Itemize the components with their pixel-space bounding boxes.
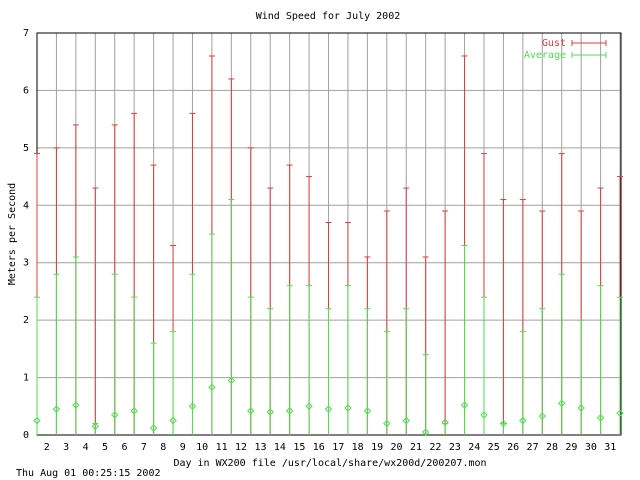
x-tick-label: 25: [488, 442, 500, 453]
x-tick-label: 16: [313, 442, 325, 453]
average-marker: [383, 419, 391, 428]
x-tick-label: 30: [585, 442, 597, 453]
average-marker: [227, 376, 236, 385]
x-tick-label: 13: [254, 442, 266, 453]
x-tick-label: 22: [429, 442, 441, 453]
average-marker: [188, 402, 197, 410]
average-marker: [130, 407, 138, 415]
y-tick-label: 4: [23, 200, 29, 211]
x-tick-label: 27: [527, 442, 539, 453]
average-marker: [305, 402, 313, 410]
x-tick-label: 28: [546, 442, 558, 453]
average-marker: [33, 416, 41, 425]
x-tick-label: 6: [121, 442, 127, 453]
average-marker: [519, 416, 527, 425]
y-axis-label: Meters per Second: [7, 183, 18, 285]
x-tick-label: 26: [507, 442, 519, 453]
y-tick-label: 6: [23, 85, 29, 96]
average-marker: [596, 414, 605, 422]
average-marker: [149, 424, 158, 432]
x-tick-label: 21: [410, 442, 422, 453]
x-tick-label: 4: [83, 442, 89, 453]
average-marker: [169, 416, 177, 425]
x-tick-label: 3: [63, 442, 69, 453]
x-tick-label: 15: [293, 442, 305, 453]
average-marker: [558, 399, 566, 408]
average-marker: [344, 404, 352, 412]
x-tick-label: 12: [235, 442, 247, 453]
timestamp: Thu Aug 01 00:25:15 2002: [16, 468, 161, 479]
x-tick-label: 29: [565, 442, 577, 453]
y-tick-label: 5: [23, 143, 29, 154]
average-marker: [363, 407, 372, 415]
average-marker: [208, 383, 216, 392]
x-tick-label: 24: [468, 442, 480, 453]
x-tick-label: 17: [332, 442, 344, 453]
average-marker: [111, 411, 119, 419]
x-tick-label: 8: [160, 442, 166, 453]
legend-label: Gust: [542, 38, 566, 49]
x-tick-label: 20: [391, 442, 403, 453]
y-tick-label: 3: [23, 258, 29, 269]
x-tick-label: 5: [102, 442, 108, 453]
average-marker: [538, 412, 546, 420]
x-tick-label: 19: [371, 442, 383, 453]
average-marker: [616, 409, 624, 417]
legend-label: Average: [524, 50, 566, 61]
average-marker: [499, 419, 508, 428]
y-tick-label: 7: [23, 28, 29, 39]
x-axis-label: Day in WX200 file /usr/local/share/wx200…: [173, 458, 486, 469]
x-tick-label: 9: [180, 442, 186, 453]
chart-title: Wind Speed for July 2002: [256, 11, 401, 22]
x-tick-label: 14: [274, 442, 286, 453]
y-tick-label: 0: [23, 430, 29, 441]
average-marker: [577, 404, 585, 412]
average-marker: [285, 407, 294, 415]
average-marker: [402, 416, 410, 425]
y-tick-label: 2: [23, 315, 29, 326]
x-tick-label: 11: [216, 442, 228, 453]
x-tick-label: 23: [449, 442, 461, 453]
x-tick-label: 7: [141, 442, 147, 453]
average-marker: [324, 405, 333, 413]
x-tick-label: 31: [604, 442, 616, 453]
average-marker: [91, 422, 100, 431]
average-marker: [52, 405, 61, 413]
average-marker: [460, 401, 469, 409]
average-marker: [480, 411, 488, 419]
average-marker: [266, 408, 274, 416]
average-marker: [441, 418, 449, 427]
x-tick-label: 2: [44, 442, 50, 453]
y-tick-label: 1: [23, 373, 29, 384]
average-marker: [247, 407, 255, 415]
average-marker: [72, 401, 80, 409]
x-tick-label: 10: [196, 442, 208, 453]
x-tick-label: 18: [352, 442, 364, 453]
average-marker: [421, 428, 430, 436]
